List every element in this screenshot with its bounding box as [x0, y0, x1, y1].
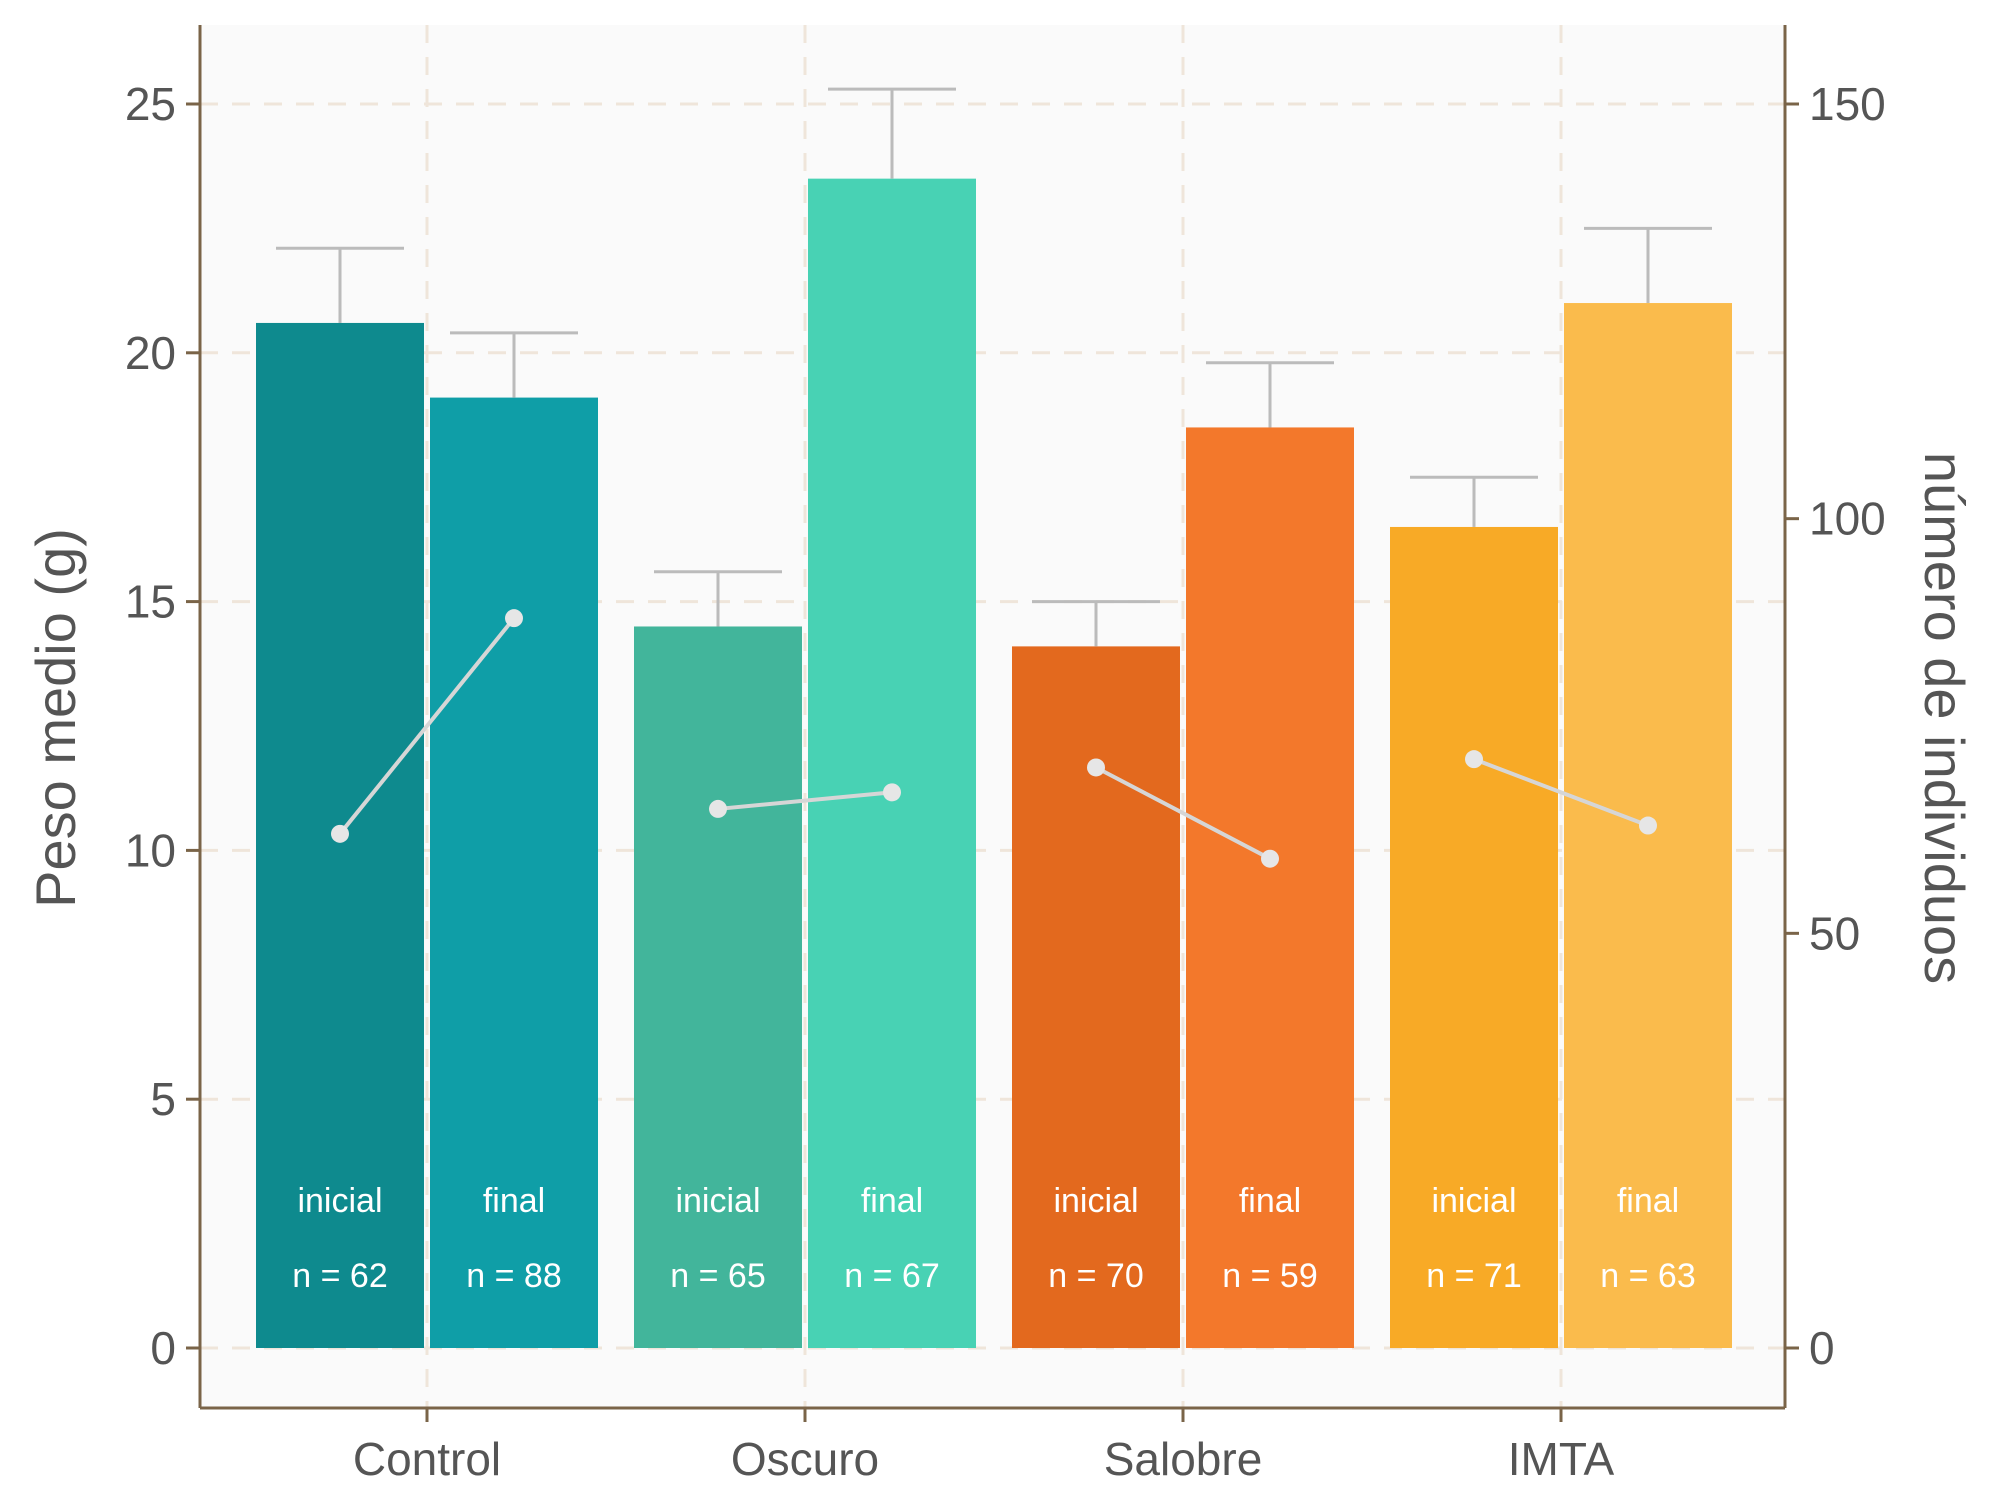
bar-stage-label: final: [1617, 1182, 1679, 1220]
bar-stage-label: final: [1239, 1182, 1301, 1220]
bar-salobre-inicial: [1012, 646, 1180, 1348]
bar-n-label: n = 70: [1048, 1257, 1143, 1295]
bar-n-label: n = 71: [1426, 1257, 1521, 1295]
x-tick-label: IMTA: [1508, 1433, 1615, 1485]
y2-axis-title: número de individuos: [1913, 452, 1976, 984]
x-tick-label: Salobre: [1104, 1433, 1263, 1485]
bar-n-label: n = 88: [466, 1257, 561, 1295]
bar-salobre-final: [1186, 427, 1354, 1348]
bar-stage-label: final: [861, 1182, 923, 1220]
count-point: [1639, 816, 1657, 835]
count-line-segment: [717, 790, 893, 811]
y-tick-label: 10: [125, 824, 176, 876]
bar-n-label: n = 65: [670, 1257, 765, 1295]
x-tick-label: Oscuro: [731, 1433, 879, 1485]
y2-tick-label: 50: [1809, 907, 1860, 959]
count-point: [883, 783, 901, 802]
count-point: [1465, 750, 1483, 769]
bar-stage-label: inicial: [1053, 1182, 1138, 1220]
count-lines: [331, 609, 1657, 868]
bar-imta-inicial: [1390, 526, 1558, 1348]
tick-labels: 0 5 10 15 20 25 Control Oscuro Salobre IMTA 0 50 100…: [125, 78, 1886, 1485]
y-tick-label: 25: [125, 78, 176, 130]
y-tick-label: 15: [125, 576, 176, 628]
count-line-segment: [1473, 757, 1649, 828]
y-tick-label: 20: [125, 327, 176, 379]
count-point: [505, 609, 523, 628]
axes: [186, 25, 1799, 1422]
y2-tick-label: 0: [1809, 1322, 1835, 1374]
y2-tick-label: 150: [1809, 78, 1886, 130]
bar-oscuro-inicial: [634, 626, 802, 1348]
bar-n-label: n = 59: [1222, 1257, 1317, 1295]
bar-control-final: [430, 397, 598, 1349]
y2-tick-label: 100: [1809, 493, 1886, 545]
bar-stage-label: final: [483, 1182, 545, 1220]
bar-oscuro-final: [808, 178, 976, 1348]
y-tick-label: 0: [150, 1322, 176, 1374]
bar-stage-label: inicial: [675, 1182, 760, 1220]
bar-stage-label: inicial: [1431, 1182, 1516, 1220]
y-tick-label: 5: [150, 1073, 176, 1125]
bar-n-label: n = 67: [844, 1257, 939, 1295]
bar-n-label: n = 62: [292, 1257, 387, 1295]
x-tick-label: Control: [353, 1433, 501, 1485]
count-point: [1261, 849, 1279, 868]
count-point: [331, 824, 349, 843]
y-axis-title: Peso medio (g): [24, 528, 87, 908]
bar-n-label: n = 63: [1600, 1257, 1695, 1295]
count-line-segment: [338, 616, 516, 836]
count-point: [709, 799, 727, 818]
count-line-segment: [1095, 765, 1271, 861]
count-point: [1087, 758, 1105, 777]
bar-stage-label: inicial: [297, 1182, 382, 1220]
